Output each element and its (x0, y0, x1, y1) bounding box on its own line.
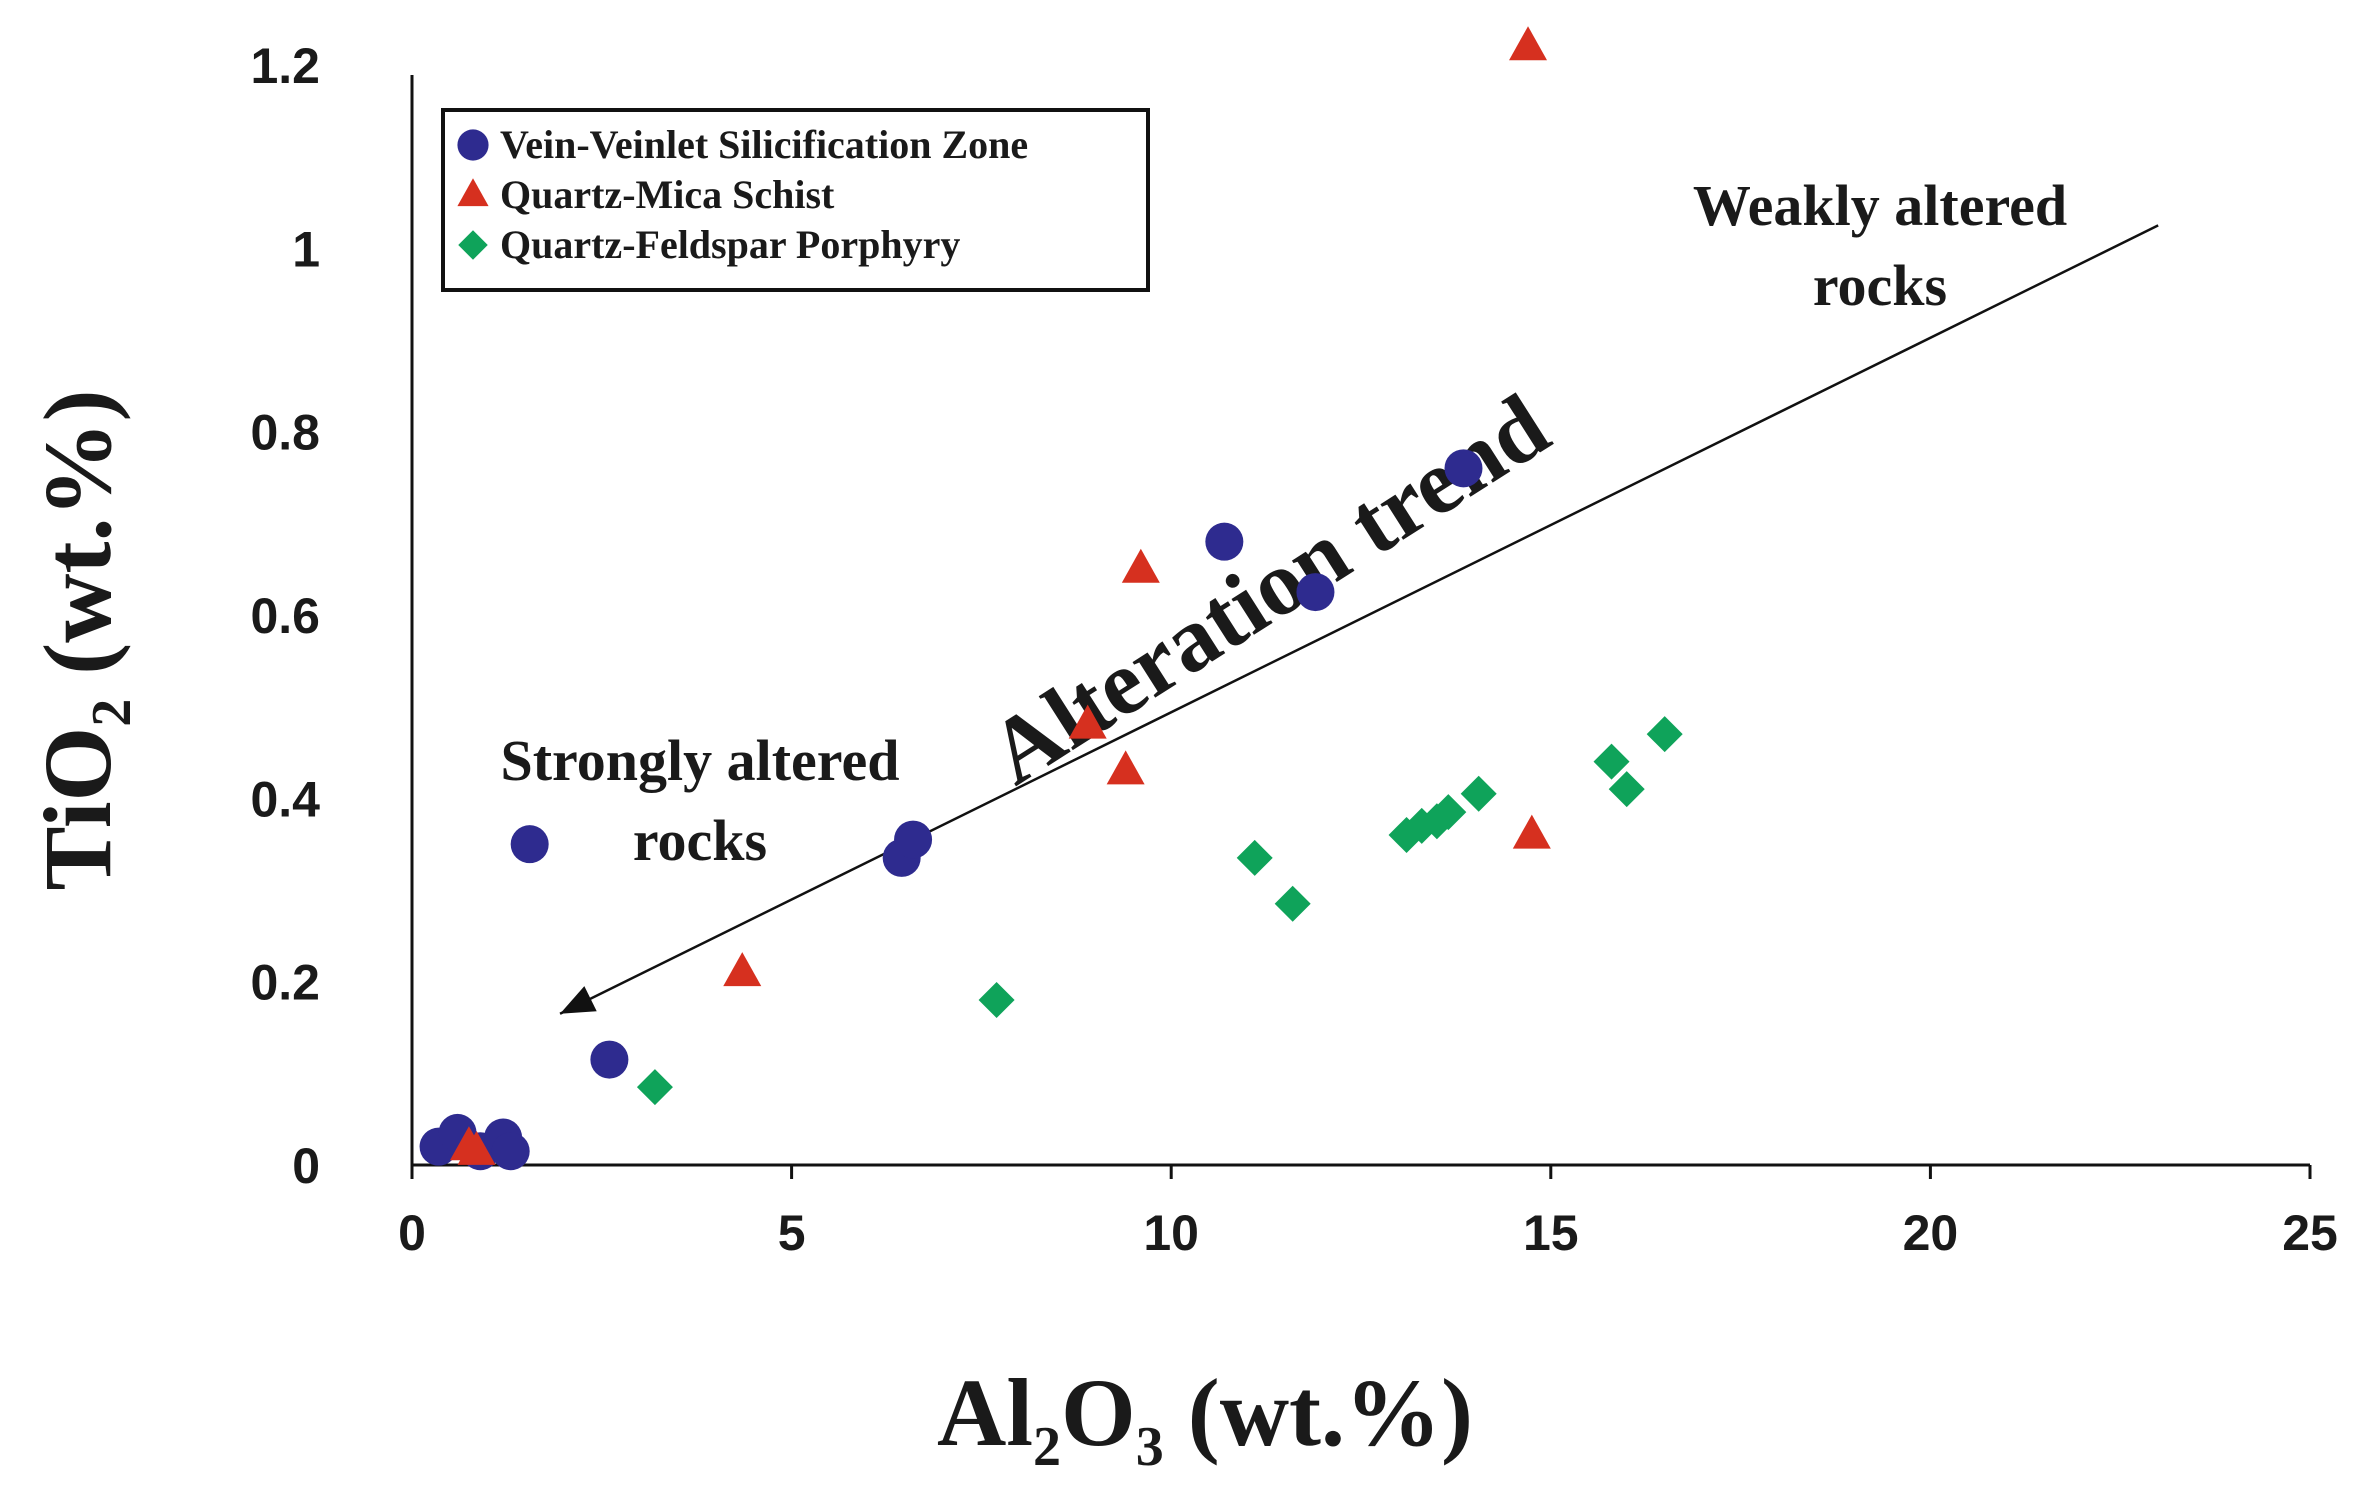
x-tick-label: 15 (1523, 1205, 1579, 1261)
data-point-triangle (1068, 704, 1107, 739)
data-point-diamond (636, 1069, 673, 1106)
data-point-triangle (1121, 548, 1160, 583)
data-point-circle (590, 1040, 629, 1079)
alteration-trend-arrow (559, 224, 2159, 1015)
trend-arrowhead (560, 986, 597, 1014)
x-tick-label: 0 (398, 1205, 426, 1261)
x-tick-label: 25 (2282, 1205, 2338, 1261)
data-points (419, 26, 1683, 1171)
data-point-circle (1205, 522, 1244, 561)
y-tick-label: 1.2 (250, 38, 320, 94)
data-point-triangle (1106, 750, 1145, 785)
legend-marker-diamond (458, 230, 488, 260)
data-point-diamond (1608, 771, 1645, 808)
y-tick-label: 0 (292, 1138, 320, 1194)
legend-items: Vein-Veinlet Silicification Zone Quartz-M… (457, 122, 1028, 267)
data-point-circle (1444, 449, 1483, 488)
data-point-diamond (1593, 743, 1630, 780)
annotation-weakly-altered: Weakly altered (1693, 173, 2067, 238)
data-point-triangle (1512, 814, 1551, 849)
annotation-strongly-altered-rocks: rocks (633, 808, 767, 873)
data-point-diamond (1430, 794, 1467, 831)
legend-marker-triangle (457, 178, 489, 207)
trend-line (559, 224, 2159, 1015)
data-point-diamond (1236, 839, 1273, 876)
x-tick-label: 10 (1143, 1205, 1199, 1261)
data-point-circle (491, 1132, 530, 1171)
y-axis-ticks: 0 0.2 0.4 0.6 0.8 1 1.2 (250, 38, 320, 1194)
x-axis-ticks: 0 5 10 15 20 25 (398, 1165, 2338, 1261)
x-tick-label: 5 (778, 1205, 806, 1261)
x-tick-label: 20 (1903, 1205, 1959, 1261)
annotation-weakly-altered-rocks: rocks (1813, 253, 1947, 318)
data-point-diamond (1460, 775, 1497, 812)
data-point-circle (1296, 573, 1335, 612)
data-point-diamond (978, 982, 1015, 1018)
data-point-diamond (1274, 885, 1311, 922)
data-point-diamond (1646, 716, 1683, 753)
y-tick-label: 0.6 (250, 588, 320, 644)
legend-label: Quartz-Feldspar Porphyry (500, 222, 960, 267)
y-tick-label: 0.2 (250, 955, 320, 1011)
legend: Vein-Veinlet Silicification Zone Quartz-M… (441, 108, 1150, 292)
legend-label: Quartz-Mica Schist (500, 172, 835, 217)
y-tick-label: 0.8 (250, 405, 320, 461)
y-tick-label: 1 (292, 221, 320, 277)
chart-axes (410, 75, 2310, 1167)
data-point-circle (510, 825, 549, 864)
y-axis-title: TiO2 (wt.%) (24, 390, 143, 891)
legend-label: Vein-Veinlet Silicification Zone (500, 122, 1028, 167)
data-point-circle (894, 820, 933, 859)
x-axis-title: Al2O3 (wt.%) (937, 1359, 1473, 1478)
y-tick-label: 0.4 (250, 771, 320, 827)
data-point-triangle (457, 1130, 496, 1165)
data-point-triangle (1509, 26, 1548, 61)
legend-marker-circle (457, 129, 489, 161)
annotation-alteration-trend: Alteration trend (971, 374, 1565, 804)
annotation-strongly-altered: Strongly altered (500, 728, 899, 793)
legend-box (441, 108, 1150, 292)
data-point-triangle (723, 952, 762, 987)
